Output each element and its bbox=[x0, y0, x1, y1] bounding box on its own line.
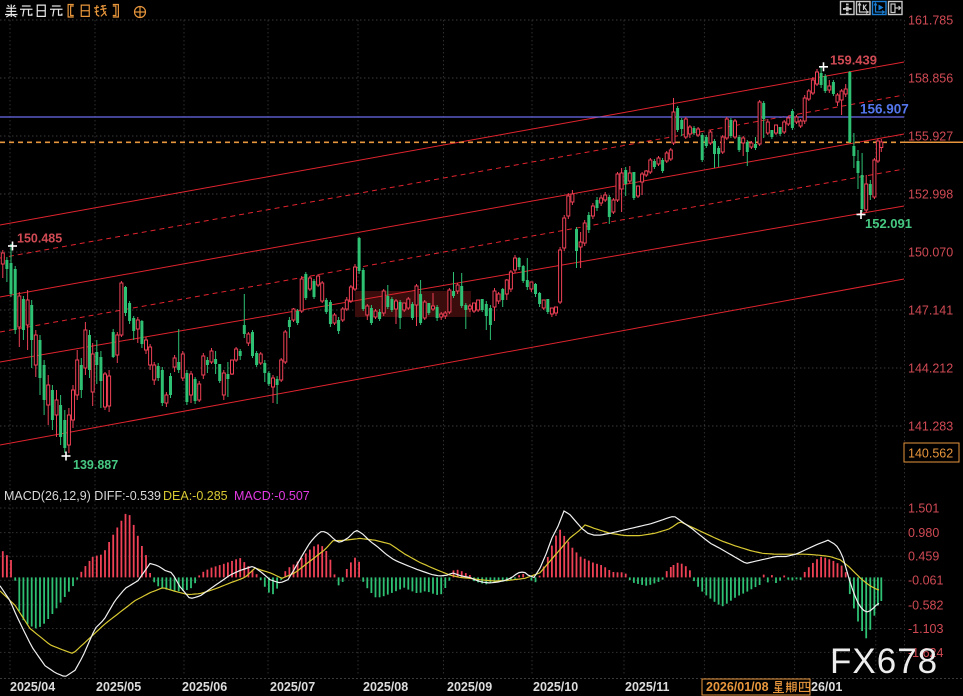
svg-text:152.998: 152.998 bbox=[908, 188, 953, 202]
svg-text:0.459: 0.459 bbox=[908, 550, 939, 564]
svg-text:2025/04: 2025/04 bbox=[10, 680, 55, 694]
svg-text:150.070: 150.070 bbox=[908, 246, 953, 260]
svg-text:147.141: 147.141 bbox=[908, 304, 953, 318]
svg-text:2025/08: 2025/08 bbox=[363, 680, 408, 694]
svg-text:159.439: 159.439 bbox=[830, 53, 877, 68]
svg-text:-1.103: -1.103 bbox=[908, 622, 943, 636]
svg-text:0.980: 0.980 bbox=[908, 526, 939, 540]
svg-text:1.501: 1.501 bbox=[908, 502, 939, 516]
svg-text:26/01: 26/01 bbox=[811, 680, 842, 694]
svg-text:MACD:-0.507: MACD:-0.507 bbox=[234, 489, 310, 503]
svg-text:2025/09: 2025/09 bbox=[447, 680, 492, 694]
svg-text:2025/07: 2025/07 bbox=[270, 680, 315, 694]
svg-text:2026/01/08: 2026/01/08 bbox=[706, 680, 769, 694]
svg-text:DEA:-0.285: DEA:-0.285 bbox=[163, 489, 228, 503]
svg-text:2025/11: 2025/11 bbox=[625, 680, 670, 694]
svg-text:FX678: FX678 bbox=[830, 642, 938, 681]
svg-text:2025/10: 2025/10 bbox=[533, 680, 578, 694]
svg-text:-1.624: -1.624 bbox=[908, 646, 943, 660]
svg-text:156.907: 156.907 bbox=[860, 102, 909, 117]
svg-text:MACD(26,12,9) DIFF:-0.539: MACD(26,12,9) DIFF:-0.539 bbox=[4, 489, 161, 503]
svg-text:141.283: 141.283 bbox=[908, 420, 953, 434]
svg-text:-0.582: -0.582 bbox=[908, 598, 943, 612]
svg-text:152.091: 152.091 bbox=[865, 216, 912, 231]
svg-text:150.485: 150.485 bbox=[17, 232, 62, 246]
svg-text:155.927: 155.927 bbox=[908, 130, 953, 144]
svg-text:144.212: 144.212 bbox=[908, 362, 953, 376]
svg-text:2025/05: 2025/05 bbox=[96, 680, 141, 694]
svg-text:161.785: 161.785 bbox=[908, 14, 953, 28]
svg-text:139.887: 139.887 bbox=[73, 458, 118, 472]
svg-text:158.856: 158.856 bbox=[908, 72, 953, 86]
svg-text:140.562: 140.562 bbox=[908, 447, 953, 461]
svg-text:2025/06: 2025/06 bbox=[182, 680, 227, 694]
svg-text:-0.061: -0.061 bbox=[908, 574, 943, 588]
